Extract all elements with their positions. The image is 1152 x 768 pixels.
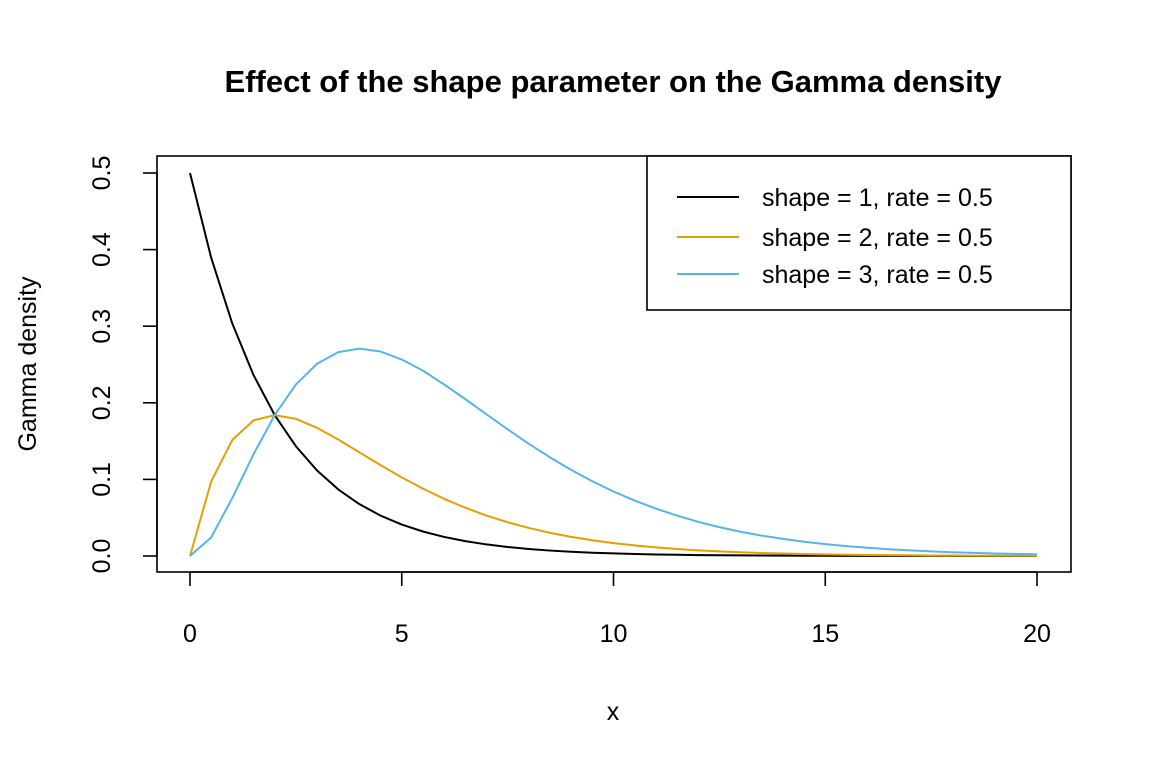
y-tick-label-0.4: 0.4 xyxy=(88,232,116,267)
y-tick-label-0.3: 0.3 xyxy=(88,309,116,344)
series-layer xyxy=(189,172,1038,557)
series-line-2 xyxy=(189,414,1038,557)
y-tick-label-0.5: 0.5 xyxy=(88,156,116,191)
x-axis-label: x xyxy=(607,698,620,726)
chart-title: Effect of the shape parameter on the Gam… xyxy=(225,64,1003,99)
series-line-3 xyxy=(189,347,1038,557)
y-tick-label-0.1: 0.1 xyxy=(88,462,116,497)
legend-label-1: shape = 1, rate = 0.5 xyxy=(762,184,993,212)
y-axis-label: Gamma density xyxy=(14,276,42,452)
x-tick-label-15: 15 xyxy=(811,620,839,648)
x-tick-label-10: 10 xyxy=(600,620,628,648)
x-tick-label-20: 20 xyxy=(1023,620,1051,648)
axis-layer: 0 5 10 15 20 0.0 0.1 0.2 0.3 0.4 0.5 xyxy=(88,156,1051,648)
legend: shape = 1, rate = 0.5 shape = 2, rate = 0… xyxy=(646,155,1072,311)
y-tick-label-0.0: 0.0 xyxy=(88,539,116,574)
y-tick-label-0.2: 0.2 xyxy=(88,385,116,420)
plot-frame xyxy=(156,155,1072,573)
x-tick-label-0: 0 xyxy=(183,620,197,648)
x-tick-label-5: 5 xyxy=(395,620,409,648)
legend-label-3: shape = 3, rate = 0.5 xyxy=(762,261,993,289)
legend-label-2: shape = 2, rate = 0.5 xyxy=(762,224,993,252)
legend-box xyxy=(646,155,1072,311)
